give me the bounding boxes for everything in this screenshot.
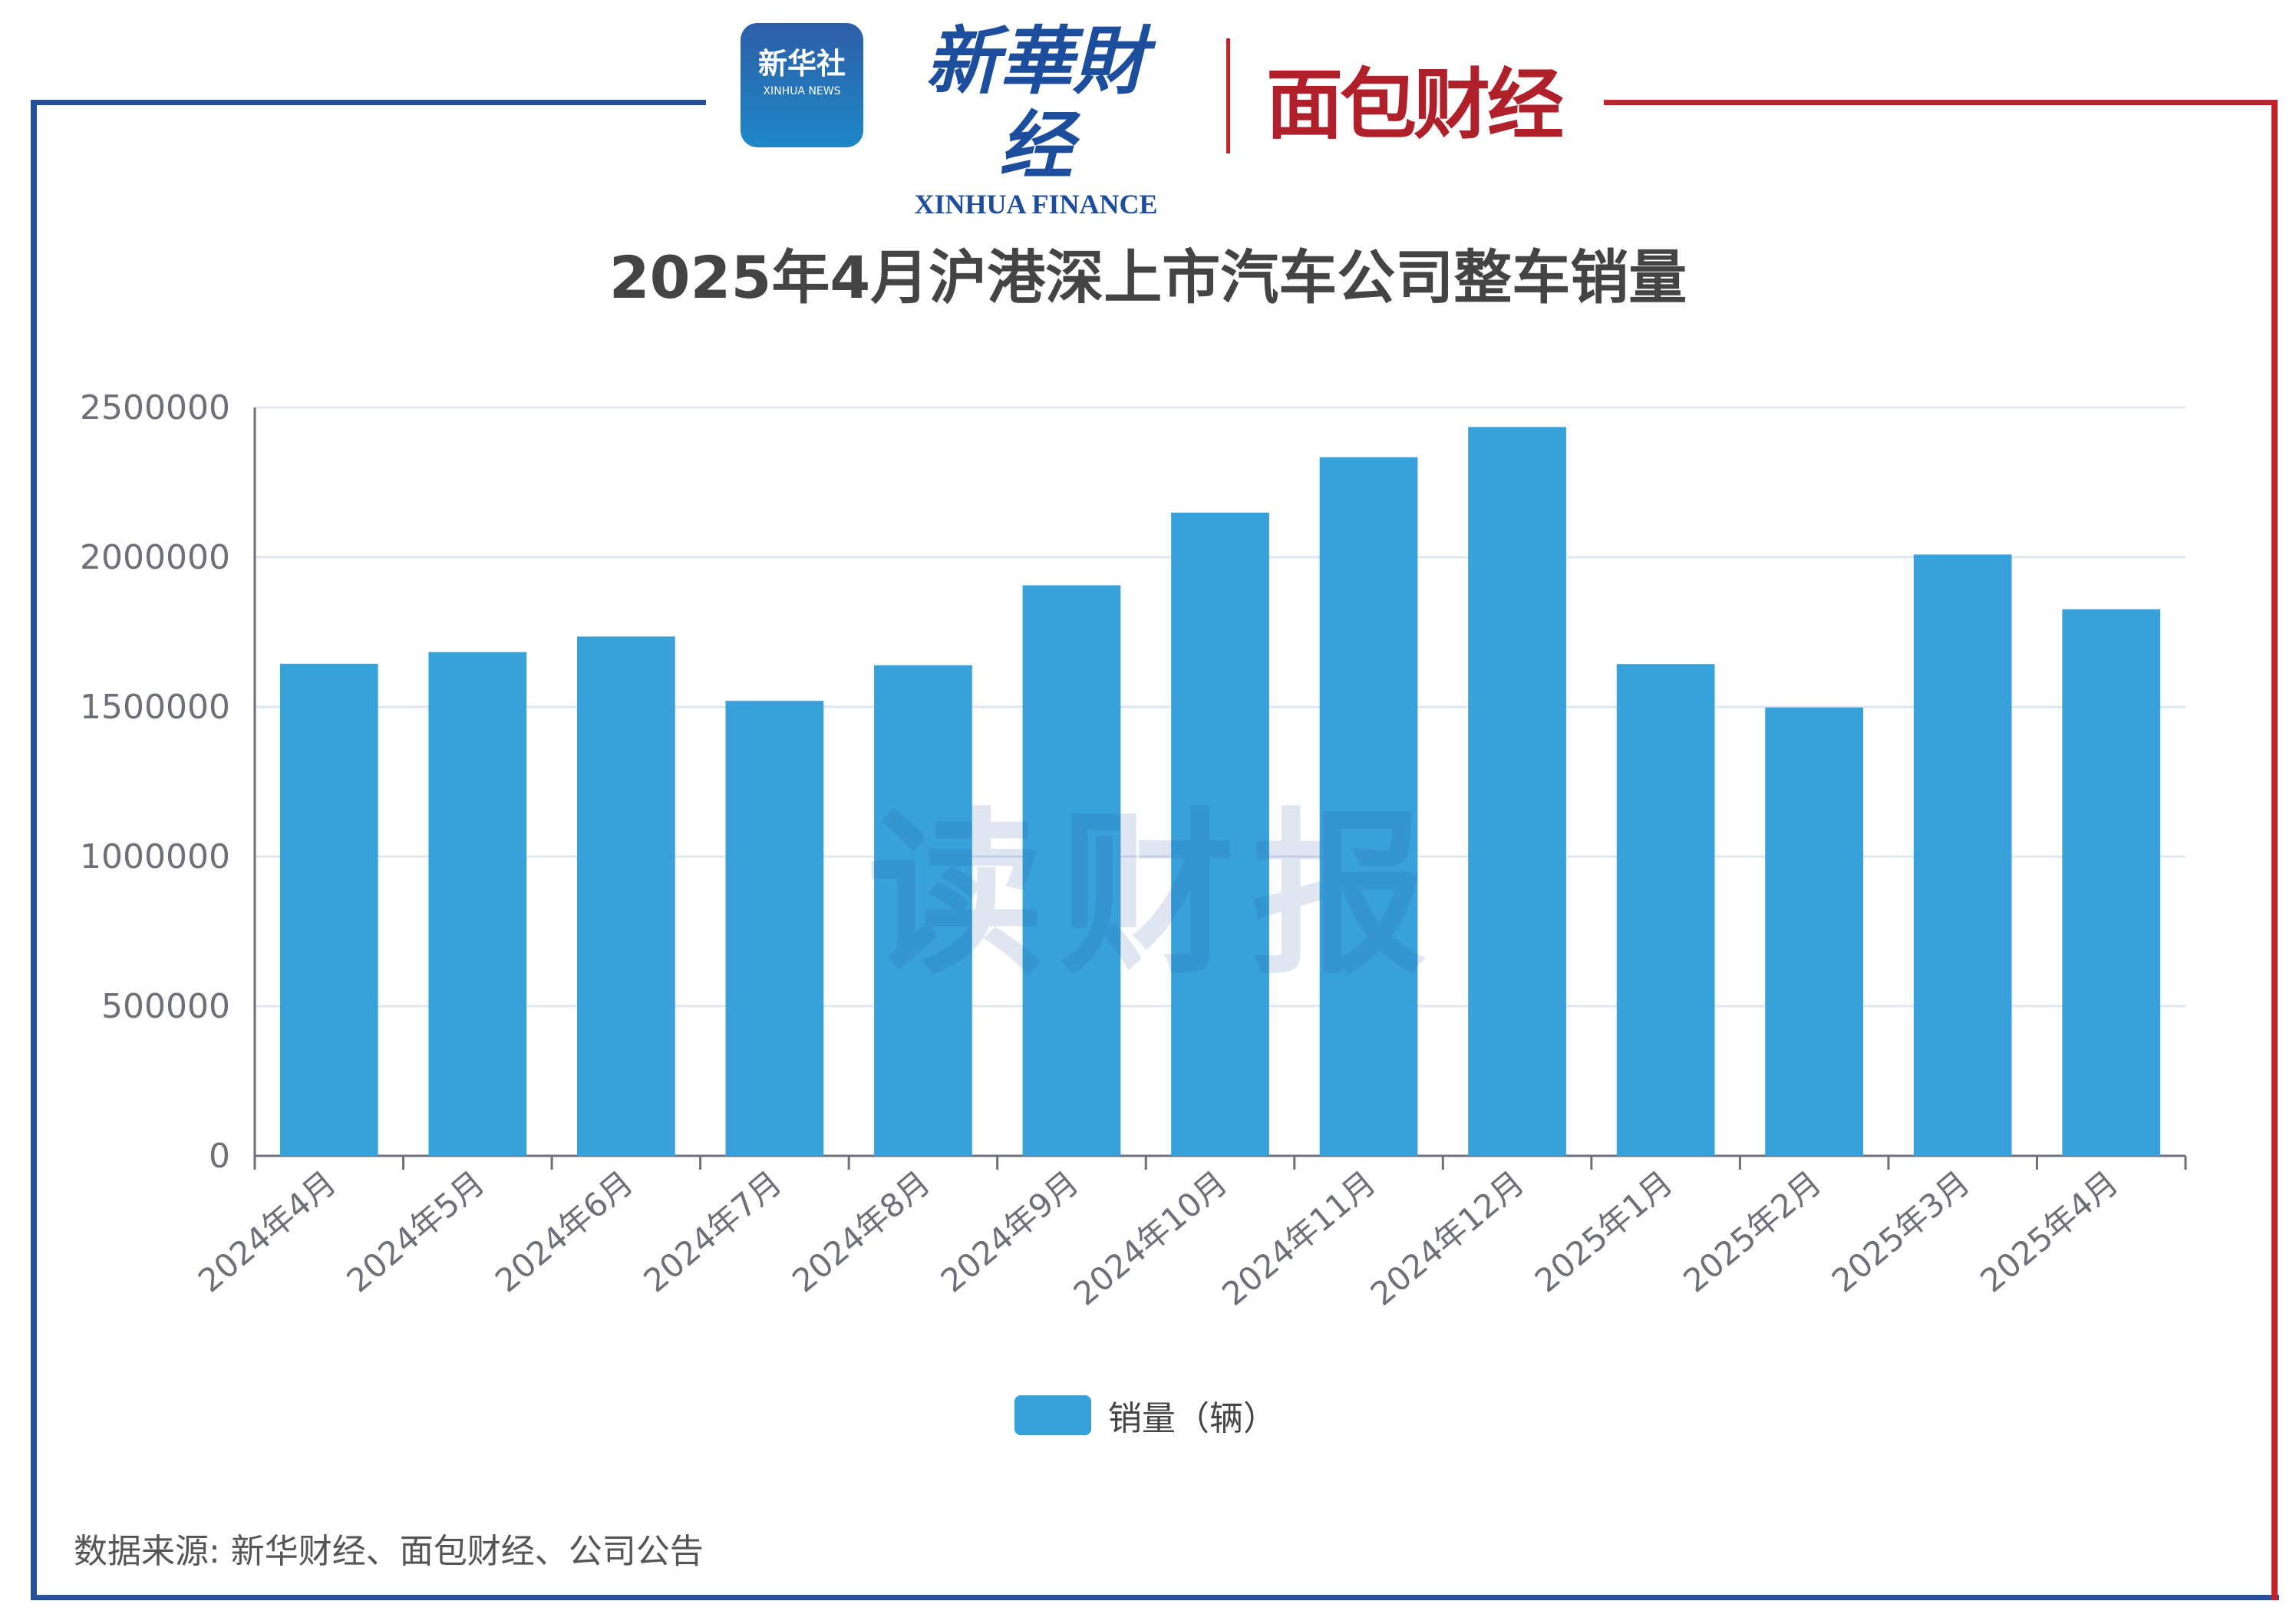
legend-swatch — [1014, 1395, 1091, 1435]
y-tick-label: 0 — [209, 1137, 230, 1176]
x-tick-label: 2024年7月 — [637, 1164, 789, 1299]
y-tick-label: 2000000 — [80, 538, 230, 577]
bar-2025年4月 — [2062, 609, 2161, 1156]
y-tick-label: 2500000 — [80, 388, 230, 427]
xinhua-news-logo: 新华社 XINHUA NEWS — [741, 23, 863, 147]
chart-title: 2025年4月沪港深上市汽车公司整车销量 — [609, 243, 1687, 312]
x-tick-label: 2025年3月 — [1825, 1164, 1977, 1299]
y-tick-label: 1500000 — [80, 688, 230, 727]
xinhua-finance-logo-cn: 新華財经 — [925, 18, 1146, 189]
logo-separator — [1226, 38, 1230, 153]
x-tick-label: 2024年11月 — [1215, 1164, 1383, 1313]
frame-top-left — [31, 100, 706, 105]
frame-left — [31, 100, 37, 1600]
xinhua-finance-logo-en: XINHUA FINANCE — [914, 189, 1158, 220]
bar-2024年9月 — [1022, 585, 1121, 1156]
xinhua-news-logo-cn: 新华社 — [757, 47, 846, 81]
x-tick-label: 2024年6月 — [488, 1164, 640, 1299]
frame-top-right — [1604, 100, 2278, 105]
bar-2024年7月 — [725, 701, 824, 1156]
bar-2024年6月 — [576, 636, 675, 1156]
x-tick-label: 2024年10月 — [1067, 1164, 1235, 1313]
legend[interactable]: 销量（辆） — [1014, 1391, 1277, 1440]
watermark: 读财报 — [867, 794, 1443, 998]
mianbao-finance-logo: 面包财经 — [1266, 60, 1564, 150]
y-tick-label: 500000 — [101, 987, 230, 1026]
x-tick-label: 2024年5月 — [340, 1164, 492, 1299]
legend-label: 销量（辆） — [1108, 1399, 1277, 1438]
bar-2024年8月 — [874, 665, 972, 1156]
x-tick-label: 2024年8月 — [785, 1164, 937, 1299]
source-note: 数据来源: 新华财经、面包财经、公司公告 — [74, 1532, 704, 1571]
xinhua-news-logo-en: XINHUA NEWS — [763, 85, 841, 97]
x-tick-label: 2025年4月 — [1973, 1164, 2125, 1299]
bar-2025年1月 — [1616, 664, 1715, 1156]
frame-bottom — [31, 1595, 2279, 1600]
x-tick-label: 2025年2月 — [1676, 1164, 1828, 1299]
x-tick-label: 2025年1月 — [1528, 1164, 1680, 1299]
x-tick-label: 2024年4月 — [191, 1164, 343, 1299]
bar-2024年4月 — [279, 663, 378, 1156]
xinhua-finance-logo: 新華財经 XINHUA FINANCE — [890, 19, 1182, 220]
y-tick-label: 1000000 — [80, 837, 230, 876]
bar-2025年2月 — [1765, 707, 1864, 1156]
bar-2025年3月 — [1913, 554, 2012, 1156]
bar-2024年12月 — [1468, 427, 1566, 1156]
bar-2024年11月 — [1319, 457, 1418, 1156]
x-tick-label: 2024年12月 — [1364, 1164, 1532, 1313]
frame-right — [2271, 100, 2278, 1600]
bar-2024年5月 — [428, 652, 527, 1156]
bar-2024年10月 — [1171, 512, 1269, 1156]
x-tick-label: 2024年9月 — [934, 1164, 1086, 1299]
